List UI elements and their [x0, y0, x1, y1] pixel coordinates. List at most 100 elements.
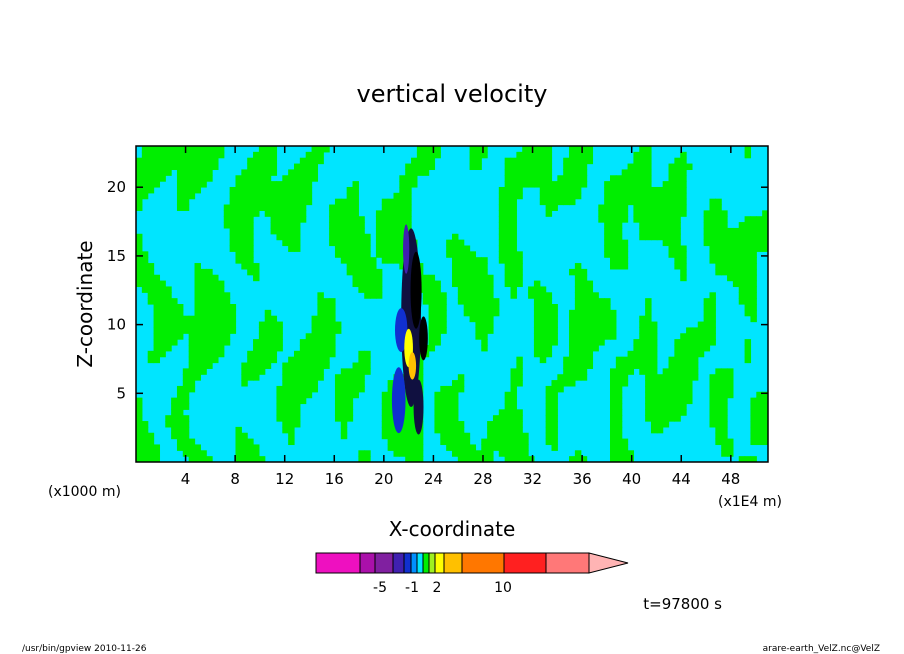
contour-cell — [171, 298, 178, 305]
contour-cell — [475, 151, 482, 159]
contour-cell — [510, 263, 517, 270]
contour-cell — [580, 151, 588, 159]
contour-cell — [176, 198, 184, 206]
contour-cell — [346, 397, 354, 405]
contour-cell — [428, 163, 436, 171]
contour-cell — [194, 368, 201, 375]
contour-cell — [703, 210, 711, 217]
contour-cell — [171, 409, 178, 416]
contour-cell — [557, 374, 564, 381]
contour-cell — [516, 169, 523, 176]
contour-cell — [580, 456, 588, 462]
contour-cell — [393, 257, 400, 264]
contour-cell — [709, 210, 716, 217]
contour-cell — [352, 227, 359, 235]
contour-cell — [457, 380, 465, 387]
contour-cell — [680, 368, 687, 375]
contour-cell — [563, 163, 570, 171]
contour-cell — [721, 222, 728, 229]
contour-cell — [650, 426, 658, 434]
contour-cell — [574, 298, 582, 305]
contour-cell — [434, 304, 441, 311]
contour-cell — [294, 186, 301, 194]
contour-cell — [475, 327, 482, 334]
contour-cell — [235, 239, 242, 247]
contour-cell — [727, 374, 734, 381]
contour-cell — [311, 146, 319, 153]
contour-cell — [381, 239, 389, 247]
contour-cell — [381, 421, 389, 428]
contour-cell — [188, 151, 196, 159]
contour-cell — [563, 157, 570, 165]
contour-cell — [323, 146, 330, 153]
contour-cell — [264, 321, 272, 329]
contour-cell — [346, 186, 354, 194]
convective-core — [408, 352, 417, 380]
contour-cell — [270, 192, 278, 200]
contour-cell — [727, 239, 734, 247]
contour-cell — [159, 327, 166, 334]
contour-cell — [393, 204, 400, 211]
contour-cell — [381, 222, 389, 229]
contour-cell — [194, 292, 201, 299]
contour-cell — [645, 362, 652, 369]
contour-cell — [352, 204, 359, 211]
contour-cell — [463, 298, 471, 305]
contour-cell — [650, 210, 658, 217]
contour-cell — [475, 292, 482, 299]
contour-cell — [510, 198, 517, 206]
contour-cell — [136, 257, 143, 264]
contour-cell — [457, 251, 465, 258]
contour-cell — [639, 175, 646, 182]
contour-cell — [750, 309, 757, 317]
contour-cell — [721, 438, 728, 446]
contour-cell — [253, 374, 260, 381]
colorbar-segment — [416, 552, 424, 574]
contour-cell — [615, 251, 623, 258]
contour-cell — [282, 204, 289, 211]
contour-cell — [288, 362, 295, 369]
contour-cell — [580, 181, 588, 188]
contour-cell — [510, 268, 517, 276]
contour-cell — [370, 257, 377, 264]
contour-cell — [639, 204, 646, 211]
contour-cell — [153, 356, 161, 364]
contour-cell — [399, 192, 406, 200]
contour-cell — [604, 192, 611, 200]
contour-cell — [715, 421, 722, 428]
contour-cell — [346, 210, 354, 217]
contour-cell — [334, 245, 342, 252]
contour-cell — [580, 339, 588, 346]
contour-cell — [545, 432, 553, 440]
contour-cell — [223, 292, 231, 299]
contour-cell — [645, 192, 652, 200]
contour-cell — [241, 368, 248, 375]
contour-cell — [381, 204, 389, 211]
contour-cell — [610, 426, 617, 434]
contour-cell — [551, 397, 558, 405]
contour-cell — [405, 450, 412, 457]
contour-cell — [610, 385, 617, 393]
contour-cell — [533, 151, 541, 159]
contour-cell — [516, 175, 523, 182]
contour-cell — [750, 426, 757, 434]
contour-cell — [510, 222, 517, 229]
contour-cell — [504, 157, 512, 165]
contour-cell — [516, 426, 523, 434]
contour-cell — [715, 233, 722, 241]
contour-cell — [650, 227, 658, 235]
contour-cell — [610, 204, 617, 211]
contour-cell — [604, 321, 611, 329]
colorbar-segment — [392, 552, 405, 574]
contour-cell — [329, 333, 336, 340]
contour-cell — [656, 421, 664, 428]
contour-cell — [370, 274, 377, 282]
contour-cell — [680, 409, 687, 416]
contour-cell — [340, 222, 348, 229]
contour-cell — [241, 222, 248, 229]
contour-cell — [288, 421, 295, 428]
contour-cell — [440, 403, 447, 410]
contour-cell — [563, 368, 570, 375]
contour-cell — [188, 192, 196, 200]
